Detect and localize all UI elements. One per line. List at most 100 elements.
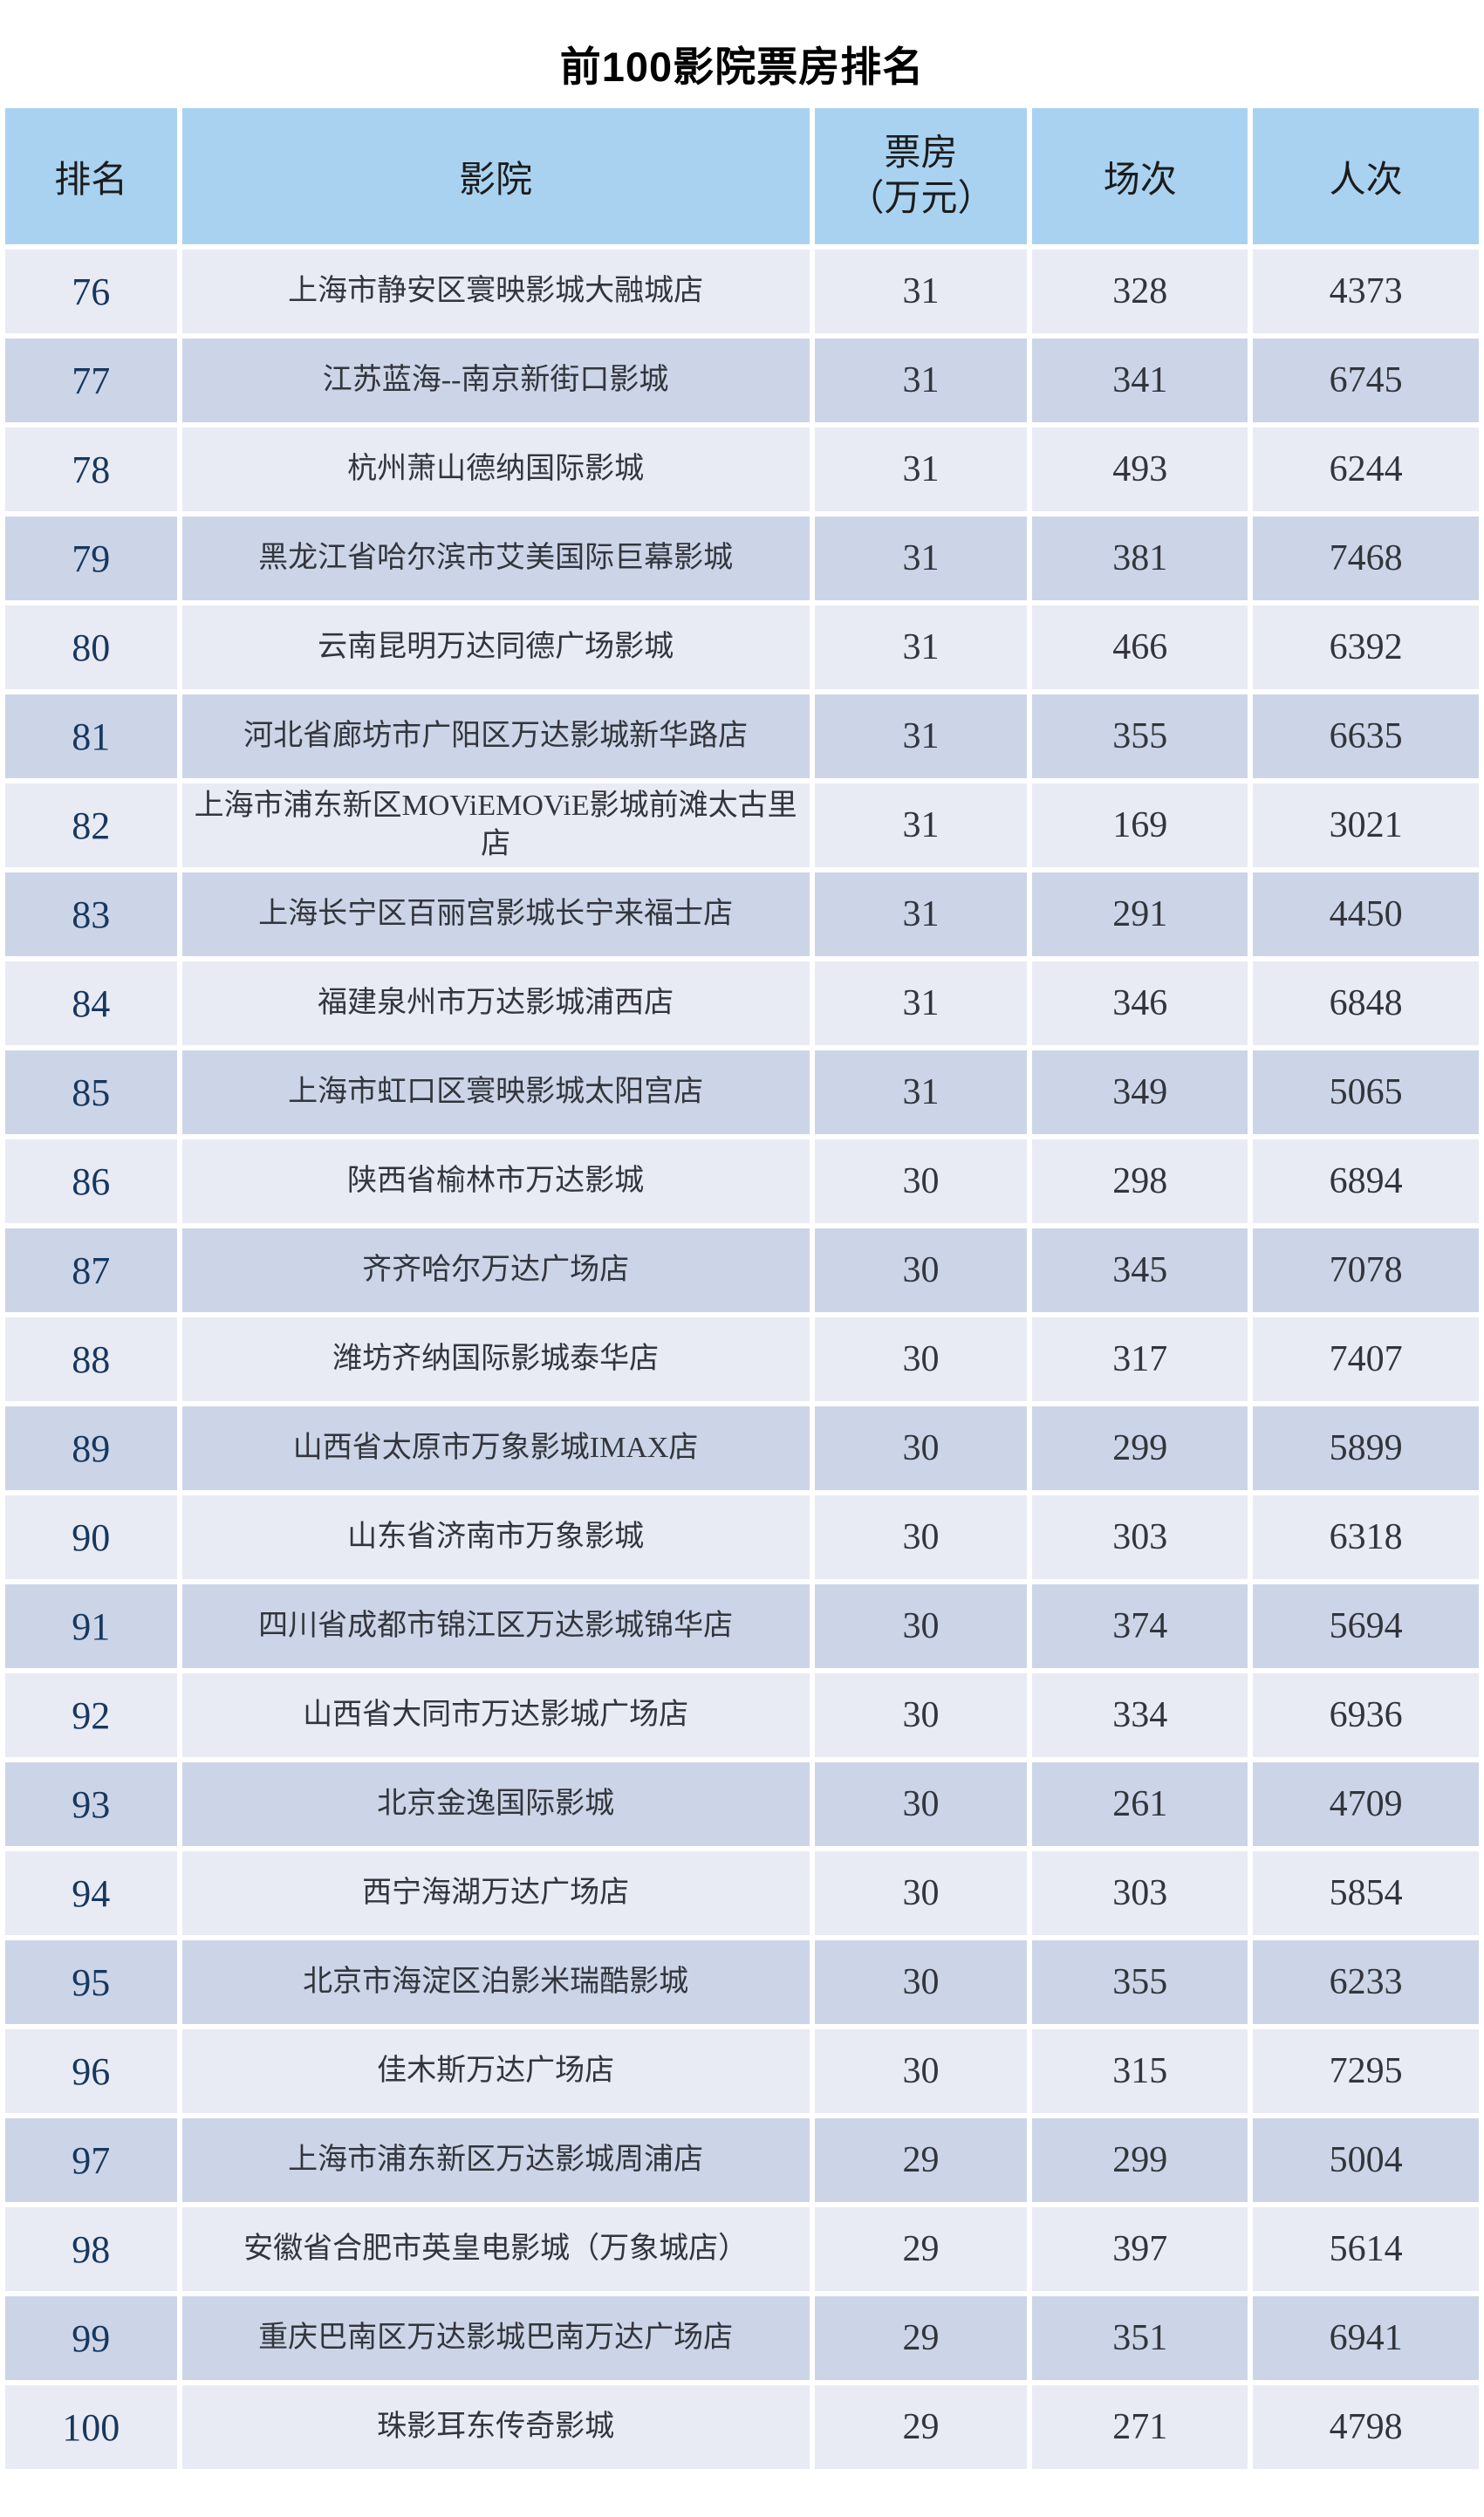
sessions-cell: 303 <box>1032 1495 1248 1580</box>
sessions-cell: 261 <box>1032 1762 1248 1847</box>
rank-cell: 88 <box>5 1317 177 1402</box>
cinema-cell: 上海市虹口区寰映影城太阳宫店 <box>181 1050 810 1135</box>
cinema-cell: 佳木斯万达广场店 <box>181 2029 810 2114</box>
admissions-cell: 7468 <box>1253 516 1479 601</box>
sessions-cell: 317 <box>1032 1317 1248 1402</box>
header-rank: 排名 <box>5 108 177 245</box>
box-office-cell: 31 <box>814 1050 1028 1135</box>
cinema-cell: 上海长宁区百丽宫影城长宁来福士店 <box>181 872 810 957</box>
sessions-cell: 355 <box>1032 694 1248 779</box>
table-row: 93 北京金逸国际影城 30 261 4709 <box>5 1762 1479 1847</box>
sessions-cell: 291 <box>1032 872 1248 957</box>
rank-cell: 80 <box>5 605 177 690</box>
rank-cell: 92 <box>5 1673 177 1758</box>
sessions-cell: 299 <box>1032 1406 1248 1491</box>
admissions-cell: 5694 <box>1253 1584 1479 1669</box>
box-office-cell: 31 <box>814 961 1028 1046</box>
table-row: 90 山东省济南市万象影城 30 303 6318 <box>5 1495 1479 1580</box>
cinema-cell: 杭州萧山德纳国际影城 <box>181 427 810 512</box>
admissions-cell: 7078 <box>1253 1228 1479 1313</box>
sessions-cell: 169 <box>1032 783 1248 868</box>
box-office-cell: 30 <box>814 1406 1028 1491</box>
admissions-cell: 4798 <box>1253 2385 1479 2470</box>
rank-cell: 78 <box>5 427 177 512</box>
rank-cell: 77 <box>5 339 177 423</box>
rank-cell: 93 <box>5 1762 177 1847</box>
admissions-cell: 6941 <box>1253 2296 1479 2381</box>
cinema-cell: 江苏蓝海--南京新街口影城 <box>181 339 810 423</box>
cinema-cell: 云南昆明万达同德广场影城 <box>181 605 810 690</box>
table-row: 80 云南昆明万达同德广场影城 31 466 6392 <box>5 605 1479 690</box>
sessions-cell: 328 <box>1032 250 1248 334</box>
table-row: 100 珠影耳东传奇影城 29 271 4798 <box>5 2385 1479 2470</box>
sessions-cell: 374 <box>1032 1584 1248 1669</box>
rank-cell: 79 <box>5 516 177 601</box>
box-office-cell: 29 <box>814 2207 1028 2292</box>
table-row: 98 安徽省合肥市英皇电影城（万象城店） 29 397 5614 <box>5 2207 1479 2292</box>
header-sessions: 场次 <box>1032 108 1248 245</box>
admissions-cell: 6392 <box>1253 605 1479 690</box>
rank-cell: 94 <box>5 1851 177 1936</box>
cinema-cell: 河北省廊坊市广阳区万达影城新华路店 <box>181 694 810 779</box>
table-row: 96 佳木斯万达广场店 30 315 7295 <box>5 2029 1479 2114</box>
sessions-cell: 346 <box>1032 961 1248 1046</box>
table-row: 77 江苏蓝海--南京新街口影城 31 341 6745 <box>5 339 1479 423</box>
sessions-cell: 298 <box>1032 1139 1248 1224</box>
box-office-cell: 30 <box>814 1673 1028 1758</box>
rank-cell: 90 <box>5 1495 177 1580</box>
box-office-cell: 31 <box>814 783 1028 868</box>
table-row: 81 河北省廊坊市广阳区万达影城新华路店 31 355 6635 <box>5 694 1479 779</box>
header-admissions: 人次 <box>1253 108 1479 245</box>
cinema-cell: 上海市浦东新区MOViEMOViE影城前滩太古里店 <box>181 783 810 868</box>
cinema-cell: 福建泉州市万达影城浦西店 <box>181 961 810 1046</box>
table-row: 97 上海市浦东新区万达影城周浦店 29 299 5004 <box>5 2118 1479 2203</box>
table-row: 82 上海市浦东新区MOViEMOViE影城前滩太古里店 31 169 3021 <box>5 783 1479 868</box>
rank-cell: 99 <box>5 2296 177 2381</box>
sessions-cell: 466 <box>1032 605 1248 690</box>
table-row: 83 上海长宁区百丽宫影城长宁来福士店 31 291 4450 <box>5 872 1479 957</box>
box-office-cell: 29 <box>814 2118 1028 2203</box>
cinema-cell: 齐齐哈尔万达广场店 <box>181 1228 810 1313</box>
cinema-cell: 山西省大同市万达影城广场店 <box>181 1673 810 1758</box>
rank-cell: 95 <box>5 1940 177 2025</box>
rank-cell: 87 <box>5 1228 177 1313</box>
rank-cell: 96 <box>5 2029 177 2114</box>
admissions-cell: 6936 <box>1253 1673 1479 1758</box>
rank-cell: 98 <box>5 2207 177 2292</box>
admissions-cell: 6894 <box>1253 1139 1479 1224</box>
cinema-cell: 重庆巴南区万达影城巴南万达广场店 <box>181 2296 810 2381</box>
sessions-cell: 299 <box>1032 2118 1248 2203</box>
admissions-cell: 4373 <box>1253 250 1479 334</box>
rank-cell: 76 <box>5 250 177 334</box>
box-office-cell: 30 <box>814 2029 1028 2114</box>
admissions-cell: 5004 <box>1253 2118 1479 2203</box>
box-office-cell: 30 <box>814 1317 1028 1402</box>
cinema-cell: 黑龙江省哈尔滨市艾美国际巨幕影城 <box>181 516 810 601</box>
admissions-cell: 6244 <box>1253 427 1479 512</box>
rank-cell: 82 <box>5 783 177 868</box>
admissions-cell: 6848 <box>1253 961 1479 1046</box>
table-row: 84 福建泉州市万达影城浦西店 31 346 6848 <box>5 961 1479 1046</box>
sessions-cell: 355 <box>1032 1940 1248 2025</box>
sessions-cell: 271 <box>1032 2385 1248 2470</box>
box-office-cell: 30 <box>814 1228 1028 1313</box>
rank-cell: 91 <box>5 1584 177 1669</box>
admissions-cell: 5614 <box>1253 2207 1479 2292</box>
admissions-cell: 4709 <box>1253 1762 1479 1847</box>
cinema-cell: 上海市浦东新区万达影城周浦店 <box>181 2118 810 2203</box>
admissions-cell: 6318 <box>1253 1495 1479 1580</box>
cinema-cell: 四川省成都市锦江区万达影城锦华店 <box>181 1584 810 1669</box>
rank-cell: 86 <box>5 1139 177 1224</box>
sessions-cell: 381 <box>1032 516 1248 601</box>
admissions-cell: 5899 <box>1253 1406 1479 1491</box>
box-office-cell: 31 <box>814 516 1028 601</box>
box-office-cell: 30 <box>814 1495 1028 1580</box>
box-office-cell: 30 <box>814 1851 1028 1936</box>
rank-cell: 81 <box>5 694 177 779</box>
header-cinema: 影院 <box>181 108 810 245</box>
box-office-cell: 30 <box>814 1139 1028 1224</box>
table-body: 76 上海市静安区寰映影城大融城店 31 328 4373 77 江苏蓝海--南京新街口影城… <box>5 250 1479 2470</box>
header-box-office: 票房 （万元） <box>814 108 1028 245</box>
rank-cell: 97 <box>5 2118 177 2203</box>
box-office-cell: 31 <box>814 605 1028 690</box>
